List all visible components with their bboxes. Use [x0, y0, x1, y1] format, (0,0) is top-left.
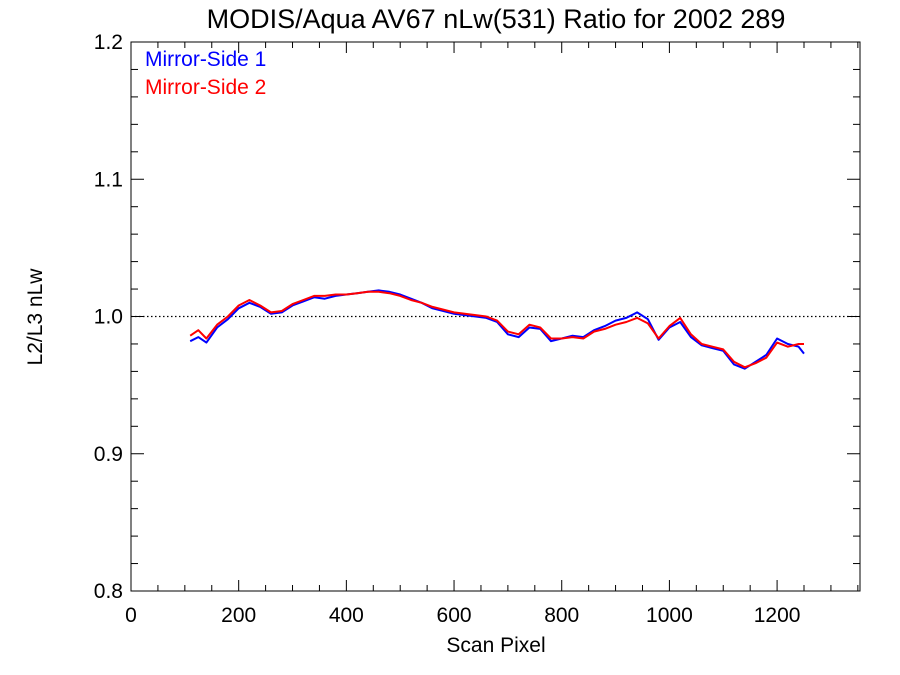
chart-title: MODIS/Aqua AV67 nLw(531) Ratio for 2002 …: [207, 4, 786, 34]
x-tick-label: 0: [125, 604, 137, 627]
legend: Mirror-Side 1 Mirror-Side 2: [145, 48, 266, 99]
x-tick-label: 400: [329, 604, 364, 627]
y-tick-label: 0.8: [94, 580, 123, 603]
y-tick-label: 1.1: [94, 168, 123, 191]
plot-area: [130, 41, 861, 592]
y-tick-label: 1.0: [94, 306, 123, 329]
x-tick-label: 600: [437, 604, 472, 627]
y-tick-label: 1.2: [94, 31, 123, 54]
x-tick-label: 1200: [754, 604, 801, 627]
x-tick-label: 800: [544, 604, 579, 627]
x-tick-label: 200: [221, 604, 256, 627]
y-axis-title: L2/L3 nLw: [24, 268, 47, 366]
legend-entry: Mirror-Side 2: [145, 76, 266, 99]
series-line-2: [189, 290, 804, 369]
tick-labels: 0 200 400 600 800 1000 1200 0.8 0.9 1.0 1.1 1.2: [94, 31, 801, 627]
legend-entry: Mirror-Side 1: [145, 48, 266, 71]
axis-ticks: [130, 41, 860, 592]
x-axis-title: Scan Pixel: [446, 634, 545, 657]
x-tick-label: 1000: [646, 604, 693, 627]
y-tick-label: 0.9: [94, 443, 123, 466]
series-line-1: [189, 289, 805, 370]
